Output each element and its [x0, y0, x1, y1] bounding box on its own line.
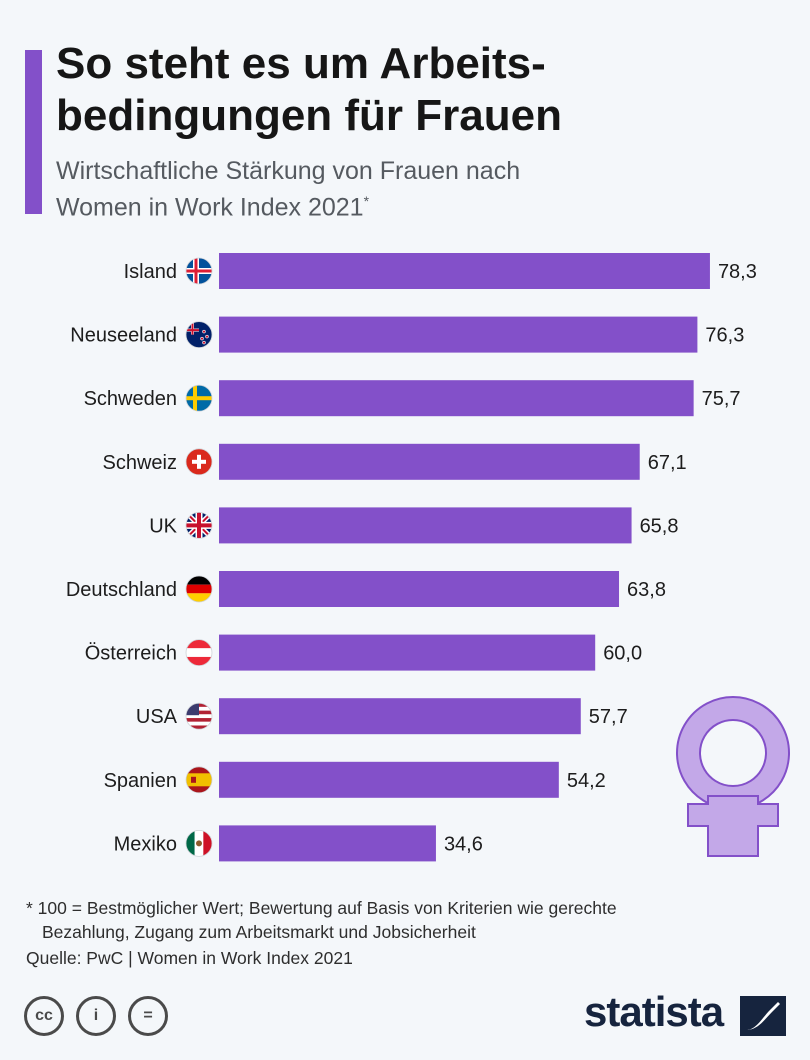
bars-layer: 78,3 Island 76,3 Neuseeland 75,7 Schweden 67,1… [66, 253, 757, 862]
subtitle-line-1: Wirtschaftliche Stärkung von Frauen nach [56, 157, 521, 185]
bar-value-label: 57,7 [589, 706, 628, 728]
bar-value-label: 78,3 [718, 261, 757, 283]
statista-logo[interactable]: statista [584, 988, 724, 1035]
iceland-flag-icon [185, 257, 213, 285]
category-label: Deutschland [66, 579, 177, 601]
category-label: Island [124, 261, 177, 283]
bar-value-label: 34,6 [444, 833, 483, 855]
germany-flag-icon [185, 575, 213, 603]
female-symbol-icon [676, 696, 790, 857]
no-derivatives-icon[interactable]: = [128, 996, 168, 1036]
statista-logo-mark-icon [740, 996, 786, 1036]
bar-value-label: 63,8 [627, 579, 666, 601]
title-line-1: So steht es um Arbeits- [56, 39, 546, 88]
accent-bar [25, 50, 42, 214]
category-label: Österreich [85, 643, 177, 665]
bar [219, 507, 632, 544]
footnote-line-1: * 100 = Bestmöglicher Wert; Bewertung au… [26, 898, 617, 918]
cc-icon[interactable]: cc [24, 996, 64, 1036]
bar [219, 316, 698, 353]
switzerland-flag-icon [185, 448, 213, 476]
subtitle-line-2: Women in Work Index 2021 [56, 193, 364, 222]
bar-value-label: 54,2 [567, 770, 606, 792]
bar-value-label: 60,0 [603, 643, 642, 665]
bar [219, 825, 436, 862]
usa-flag-icon [185, 702, 213, 730]
bar [219, 634, 596, 671]
bar-value-label: 76,3 [705, 325, 744, 347]
bar-value-label: 67,1 [648, 452, 687, 474]
subtitle-footnote-mark: * [363, 193, 370, 209]
bar [219, 571, 620, 607]
source-text: Quelle: PwC | Women in Work Index 2021 [26, 948, 353, 968]
category-label: Schweden [84, 388, 177, 410]
austria-flag-icon [185, 639, 213, 666]
license-icons: cc i = [24, 996, 168, 1036]
uk-flag-icon [185, 512, 213, 539]
footnote-line-2: Bezahlung, Zugang zum Arbeitsmarkt und J… [42, 922, 476, 942]
bar-value-label: 75,7 [702, 388, 741, 410]
attribution-icon[interactable]: i [76, 996, 116, 1036]
bar [219, 380, 694, 417]
bar [219, 253, 710, 289]
mexico-flag-icon [185, 830, 213, 857]
bar [219, 443, 640, 480]
new-zealand-flag-icon [185, 321, 213, 349]
title-line-2: bedingungen für Frauen [56, 91, 562, 140]
category-label: USA [136, 706, 178, 728]
bar [219, 761, 559, 798]
spain-flag-icon [185, 766, 213, 794]
category-label: UK [149, 515, 177, 537]
category-label: Spanien [104, 770, 177, 792]
category-label: Neuseeland [70, 325, 177, 347]
chart-subtitle: Wirtschaftliche Stärkung von Frauen nach… [56, 156, 776, 222]
bar-value-label: 65,8 [640, 515, 679, 537]
category-label: Mexiko [114, 833, 177, 855]
bar [219, 698, 581, 735]
footnote: * 100 = Bestmöglicher Wert; Bewertung au… [26, 896, 786, 944]
category-label: Schweiz [103, 452, 177, 474]
chart-title: So steht es um Arbeits- bedingungen für … [56, 38, 776, 142]
sweden-flag-icon [185, 384, 213, 412]
